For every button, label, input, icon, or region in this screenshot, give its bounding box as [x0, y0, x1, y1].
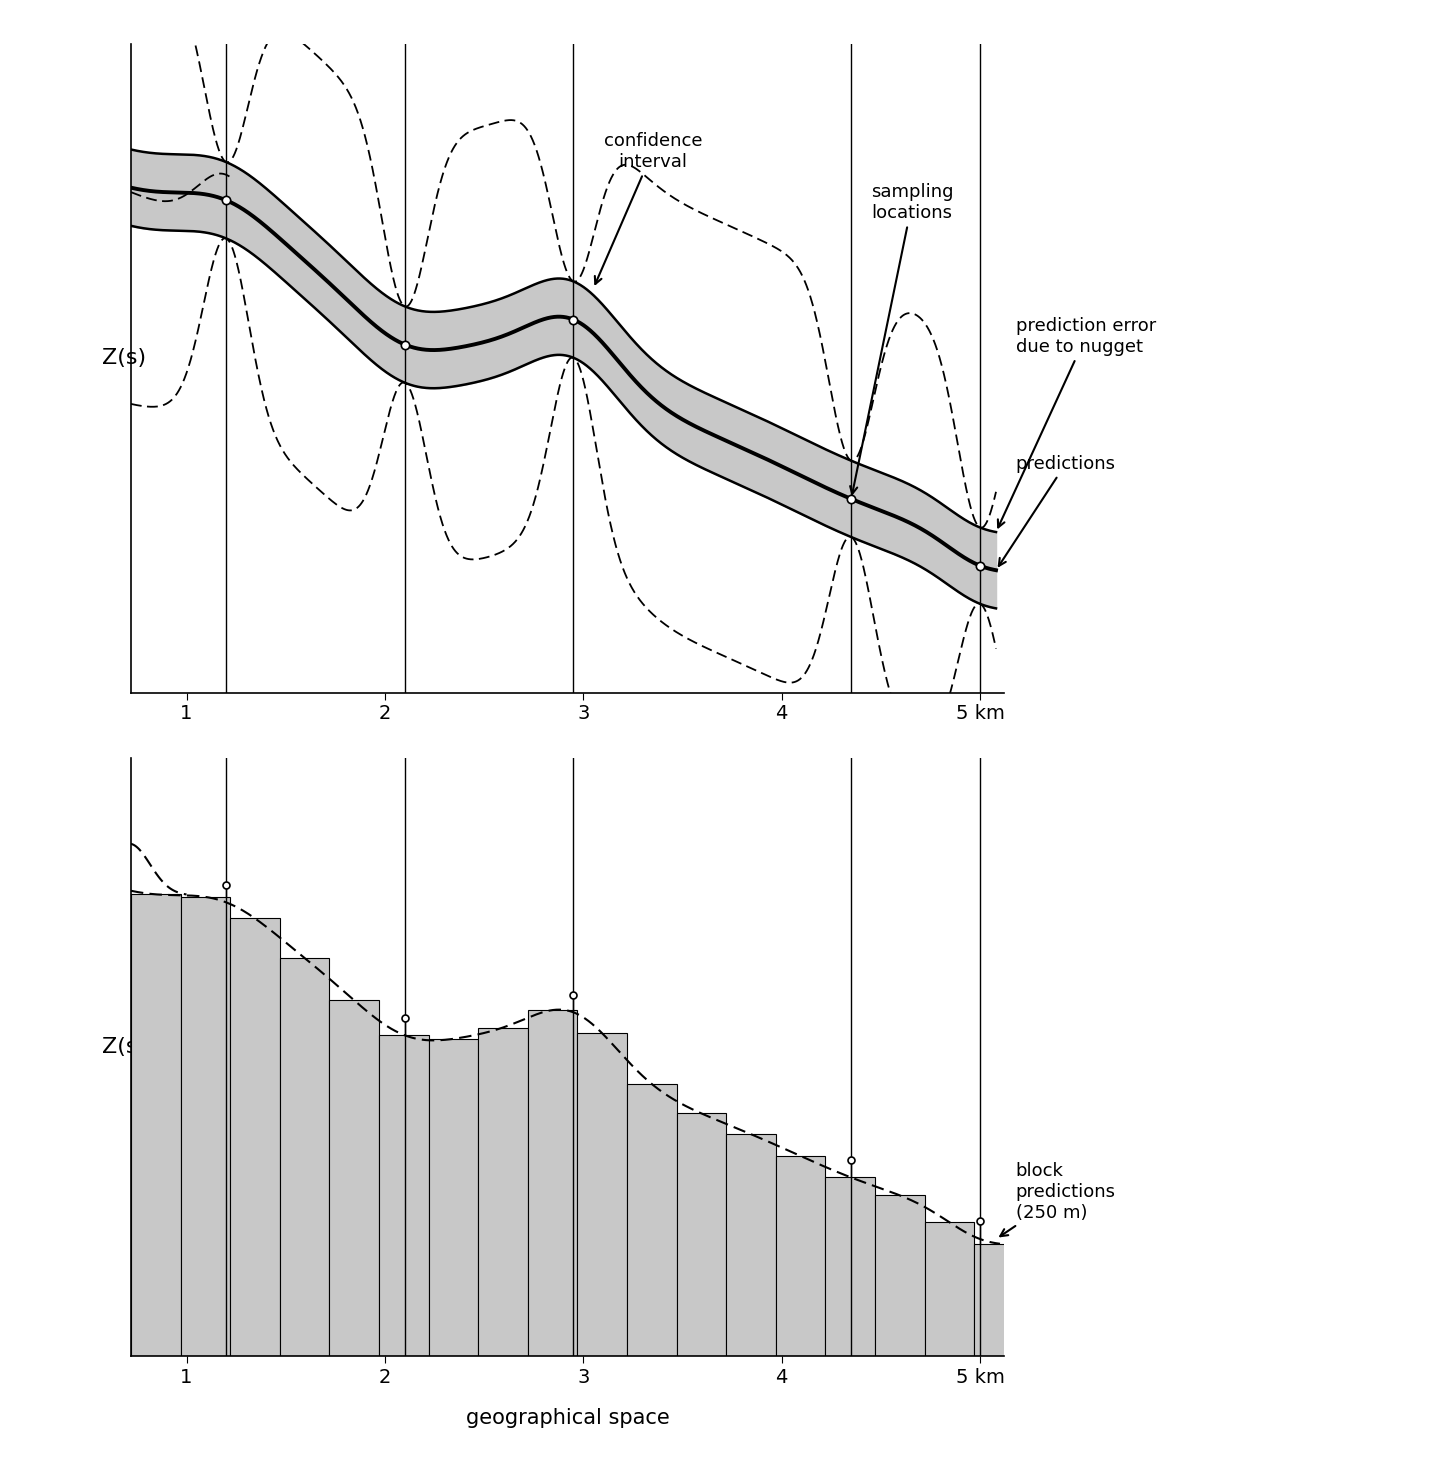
Bar: [131, 894, 180, 1356]
Bar: [230, 919, 279, 1356]
Text: predictions: predictions: [998, 455, 1116, 566]
Bar: [627, 1083, 677, 1356]
Y-axis label: Z(s): Z(s): [102, 348, 146, 369]
Bar: [825, 1177, 874, 1356]
Bar: [578, 1034, 627, 1356]
Text: sampling
locations: sampling locations: [850, 184, 953, 494]
Y-axis label: Z(s): Z(s): [102, 1037, 146, 1057]
Text: prediction error
due to nugget: prediction error due to nugget: [998, 316, 1157, 528]
Bar: [726, 1134, 776, 1356]
Bar: [479, 1028, 528, 1356]
Text: block
predictions
(250 m): block predictions (250 m): [1000, 1162, 1116, 1236]
Bar: [329, 1000, 378, 1356]
X-axis label: geographical space: geographical space: [466, 1407, 669, 1427]
Bar: [180, 897, 230, 1356]
Bar: [975, 1244, 1024, 1356]
Text: confidence
interval: confidence interval: [595, 133, 701, 284]
Bar: [528, 1010, 578, 1356]
Bar: [776, 1156, 825, 1356]
Bar: [874, 1196, 924, 1356]
Bar: [924, 1222, 975, 1356]
Bar: [279, 958, 329, 1356]
Bar: [677, 1114, 726, 1356]
Bar: [429, 1040, 479, 1356]
Bar: [378, 1035, 429, 1356]
